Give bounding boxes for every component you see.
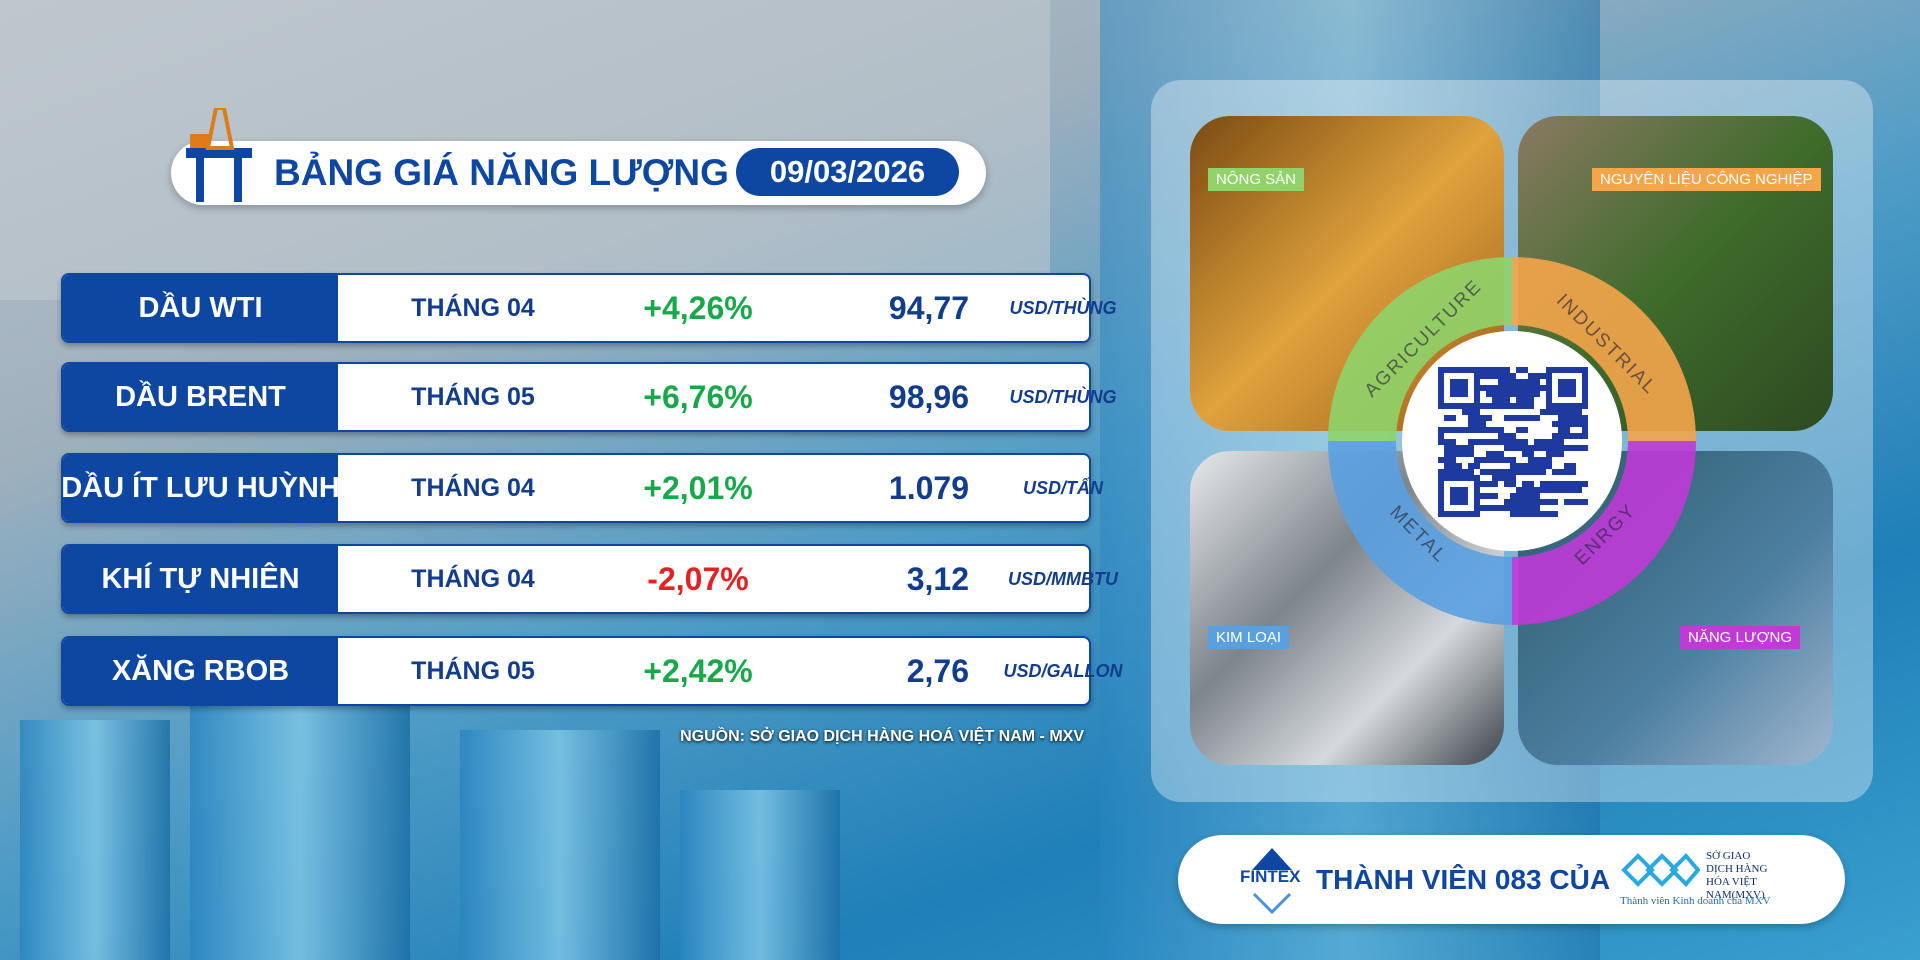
price: 3,12 — [906, 560, 969, 597]
commodity: KHÍ TỰ NHIÊN — [63, 546, 338, 612]
commodity: XĂNG RBOB — [63, 638, 338, 704]
price-row: DẦU ÍT LƯU HUỲNH THÁNG 04 +2,01% 1.079 USD/T… — [61, 453, 1103, 523]
sector-label: KIM LOẠI — [1208, 626, 1290, 649]
price-row: XĂNG RBOB THÁNG 05 +2,42% 2,76 USD/GALLON — [61, 636, 1123, 706]
date-badge: 09/03/2026 — [736, 148, 959, 196]
change: +2,01% — [643, 469, 753, 506]
unit: USD/THÙNG — [1009, 386, 1117, 407]
unit: USD/MMBTU — [1008, 568, 1118, 589]
price-row: KHÍ TỰ NHIÊN THÁNG 04 -2,07% 3,12 USD/MMBTU — [61, 544, 1118, 614]
title: BẢNG GIÁ NĂNG LƯỢNG — [274, 152, 729, 193]
contract-month: THÁNG 05 — [411, 656, 535, 685]
mxv-logo — [1621, 853, 1700, 887]
unit: USD/TẤN — [1023, 477, 1103, 498]
unit: USD/THÙNG — [1009, 297, 1117, 318]
tagline: Thành viên Kinh doanh của MXV — [1620, 895, 1771, 907]
price: 94,77 — [888, 289, 969, 326]
contract-month: THÁNG 05 — [411, 382, 535, 411]
price-row: DẦU WTI THÁNG 04 +4,26% 94,77 USD/THÙNG — [61, 273, 1117, 343]
sector-label: NGUYÊN LIỆU CÔNG NGHIỆP — [1592, 168, 1821, 191]
change: +4,26% — [643, 289, 753, 326]
change: +2,42% — [643, 652, 753, 689]
contract-month: THÁNG 04 — [411, 293, 535, 322]
fintex-logo — [1252, 848, 1292, 914]
qr-code — [1438, 367, 1588, 517]
footer-pill — [1178, 835, 1845, 924]
contract-month: THÁNG 04 — [411, 564, 535, 593]
unit: USD/GALLON — [1003, 660, 1123, 681]
change: +6,76% — [643, 378, 753, 415]
commodity: DẦU ÍT LƯU HUỲNH — [61, 455, 340, 521]
brand: FINTEX — [1240, 867, 1301, 886]
commodity: DẦU BRENT — [63, 364, 338, 430]
exchange-name: SỞ GIAO DỊCH HÀNG HÓA VIỆT NAM(MXV) — [1706, 850, 1768, 901]
price: 1.079 — [888, 469, 969, 506]
sector-label: NÔNG SẢN — [1208, 168, 1305, 191]
source: NGUỒN: SỞ GIAO DỊCH HÀNG HOÁ VIỆT NAM - … — [680, 728, 1084, 745]
change: -2,07% — [647, 560, 749, 597]
footer-text: THÀNH VIÊN 083 CỦA — [1316, 864, 1611, 895]
contract-month: THÁNG 04 — [411, 473, 535, 502]
commodity: DẦU WTI — [63, 275, 338, 341]
price-row: DẦU BRENT THÁNG 05 +6,76% 98,96 USD/THÙNG — [61, 362, 1117, 432]
price: 98,96 — [888, 378, 969, 415]
rig-icon — [186, 108, 252, 202]
price: 2,76 — [906, 652, 969, 689]
sector-label: NĂNG LƯỢNG — [1680, 626, 1801, 649]
